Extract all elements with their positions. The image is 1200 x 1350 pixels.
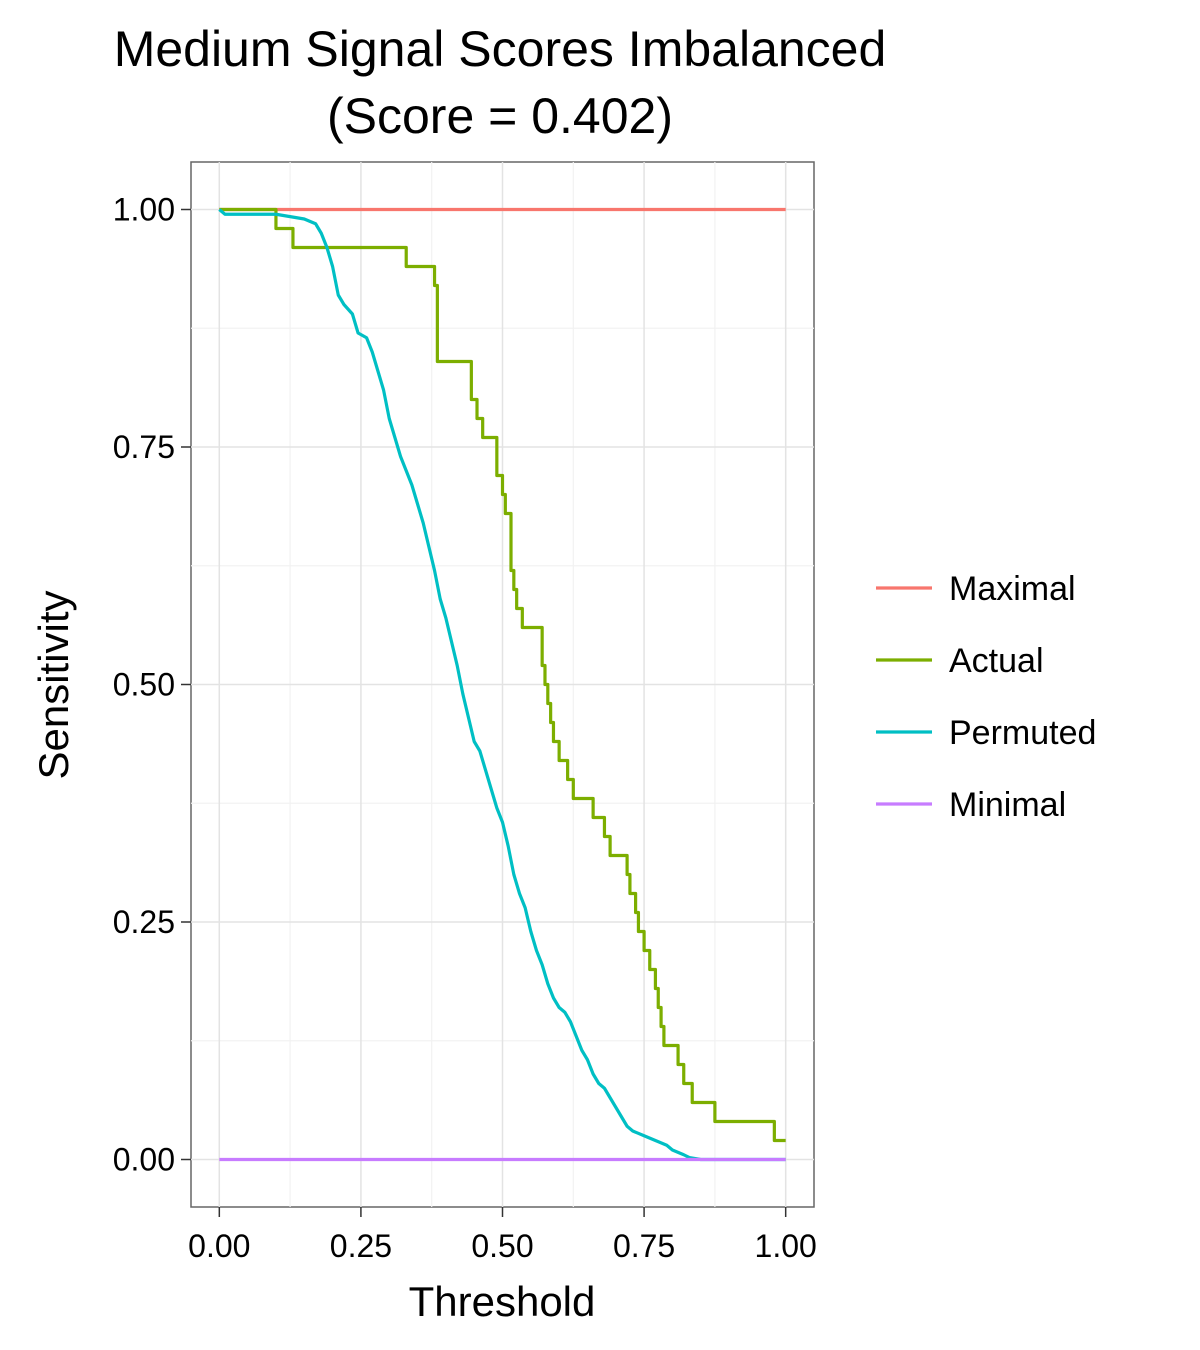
- legend: Maximal Actual Permuted Minimal: [876, 570, 1096, 824]
- x-tick-label: 1.00: [755, 1228, 817, 1264]
- y-tick-label: 0.50: [113, 667, 175, 703]
- series-line-actual: [219, 207, 786, 1143]
- x-tick-label: 0.50: [471, 1228, 533, 1264]
- legend-label-maximal: Maximal: [949, 570, 1076, 608]
- x-tick-label: 0.00: [188, 1228, 250, 1264]
- x-tick-label: 0.25: [330, 1228, 392, 1264]
- x-tick-label: 0.75: [613, 1228, 675, 1264]
- y-tick-label: 0.75: [113, 429, 175, 465]
- series-line-permuted: [218, 208, 786, 1162]
- legend-label-permuted: Permuted: [949, 714, 1096, 752]
- y-tick-label: 0.25: [113, 904, 175, 940]
- y-tick-label: 1.00: [113, 192, 175, 228]
- y-axis: 0.00 0.25 0.50 0.75 1.00: [113, 192, 191, 1178]
- x-axis-title: Threshold: [409, 1278, 596, 1325]
- y-axis-title: Sensitivity: [30, 590, 77, 779]
- chart-title: Medium Signal Scores Imbalanced: [114, 21, 887, 77]
- y-tick-label: 0.00: [113, 1142, 175, 1178]
- chart-subtitle: (Score = 0.402): [327, 88, 673, 144]
- x-axis: 0.00 0.25 0.50 0.75 1.00: [188, 1207, 817, 1264]
- series-lines: [218, 207, 786, 1162]
- legend-label-actual: Actual: [949, 642, 1044, 680]
- legend-label-minimal: Minimal: [949, 786, 1066, 824]
